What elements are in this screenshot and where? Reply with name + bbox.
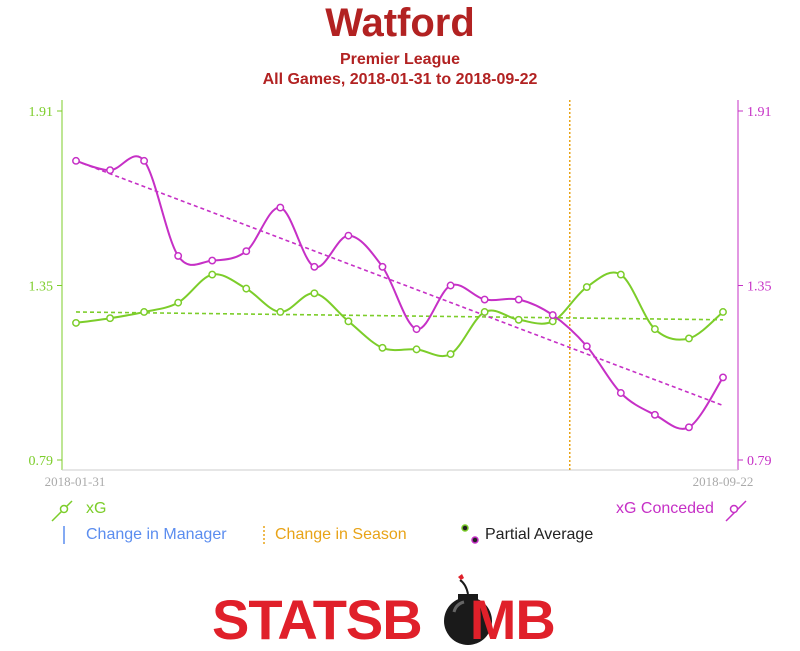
right-tick-label: 1.91: [747, 105, 772, 120]
xg-conceded-data-point: [412, 325, 421, 334]
xg-conceded-data-point: [106, 166, 115, 175]
left-tick-label: 0.79: [29, 454, 54, 469]
xg-conceded-data-point: [514, 295, 523, 304]
brand-text-right: MB: [469, 588, 556, 651]
xg-conceded-data-point: [140, 156, 149, 165]
brand-text-left: STATSB: [212, 588, 423, 651]
left-tick-label: 1.91: [29, 105, 54, 120]
date-range-subtitle: All Games, 2018-01-31 to 2018-09-22: [262, 71, 538, 88]
xg-conceded-data-point: [310, 262, 319, 271]
xg-data-point: [140, 308, 149, 316]
trend-lines: [75, 160, 724, 407]
legend-partial-average: Partial Average: [485, 526, 594, 543]
xg-data-point: [310, 289, 319, 298]
xg-conceded-data-point: [548, 311, 557, 320]
legend-xg: xG: [86, 500, 107, 517]
xg-conceded-data-point: [378, 262, 387, 271]
xg-data-point: [208, 270, 217, 279]
left-tick-labels: 0.79 1.35 1.91: [29, 105, 62, 469]
xg-conceded-data-point: [344, 231, 353, 240]
xg-data-point: [650, 325, 659, 334]
xg-conceded-data-point: [174, 251, 183, 260]
xg-conceded-data-point: [446, 281, 455, 290]
xg-conceded-data-point: [684, 423, 693, 432]
partial-average-icon: [461, 524, 479, 544]
xg-data-point: [378, 343, 387, 352]
xg-data-point: [446, 350, 455, 359]
xg-data-point: [582, 283, 591, 292]
page-title: Watford: [325, 1, 475, 45]
legend-xg-conceded: xG Conceded: [616, 500, 714, 517]
x-tick-end: 2018-09-22: [693, 474, 754, 489]
xg-conceded-data-point: [719, 373, 727, 382]
right-tick-label: 0.79: [747, 454, 772, 469]
xg-conceded-data-point: [582, 342, 591, 351]
xg-conceded-trend-line: [75, 160, 724, 407]
xg-legend-icon: [51, 500, 73, 522]
xg-trend-line: [75, 311, 724, 321]
xg-conceded-data-point: [616, 389, 625, 397]
xg-conceded-series-line: [75, 155, 724, 430]
xg-conceded-data-point: [480, 295, 489, 304]
xg-data-point: [242, 284, 251, 293]
xg-data-point: [72, 318, 80, 327]
xg-series-line: [75, 271, 724, 358]
xg-data-point: [684, 334, 693, 343]
series-lines: [75, 155, 724, 430]
xg-conceded-data-point: [650, 410, 659, 419]
right-tick-label: 1.35: [747, 280, 772, 295]
xg-data-point: [344, 317, 353, 326]
xg-conceded-data-point: [276, 203, 285, 212]
competition-subtitle: Premier League: [339, 51, 461, 68]
xg-data-point: [480, 308, 489, 316]
x-tick-start: 2018-01-31: [45, 474, 106, 489]
xg-conceded-data-point: [208, 256, 217, 265]
right-tick-labels: 0.79 1.35 1.91: [738, 105, 772, 469]
xg-data-point: [514, 315, 523, 324]
xg-conceded-legend-icon: [725, 500, 747, 522]
left-tick-label: 1.35: [29, 280, 54, 295]
xg-data-point: [106, 314, 115, 323]
xg-data-point: [276, 308, 285, 316]
xg-conceded-data-point: [72, 156, 80, 165]
bomb-logo-icon: [444, 574, 492, 645]
xg-data-point: [174, 298, 183, 307]
xg-data-point: [616, 270, 625, 279]
legend-season-change: Change in Season: [275, 526, 407, 543]
statsbomb-logo: STATSB MB: [212, 592, 556, 648]
data-points: [72, 156, 727, 432]
xg-data-point: [548, 317, 557, 326]
xg-data-point: [412, 345, 421, 354]
xg-conceded-data-point: [242, 247, 251, 256]
legend-manager-change: Change in Manager: [86, 526, 227, 543]
xg-data-point: [719, 308, 727, 316]
